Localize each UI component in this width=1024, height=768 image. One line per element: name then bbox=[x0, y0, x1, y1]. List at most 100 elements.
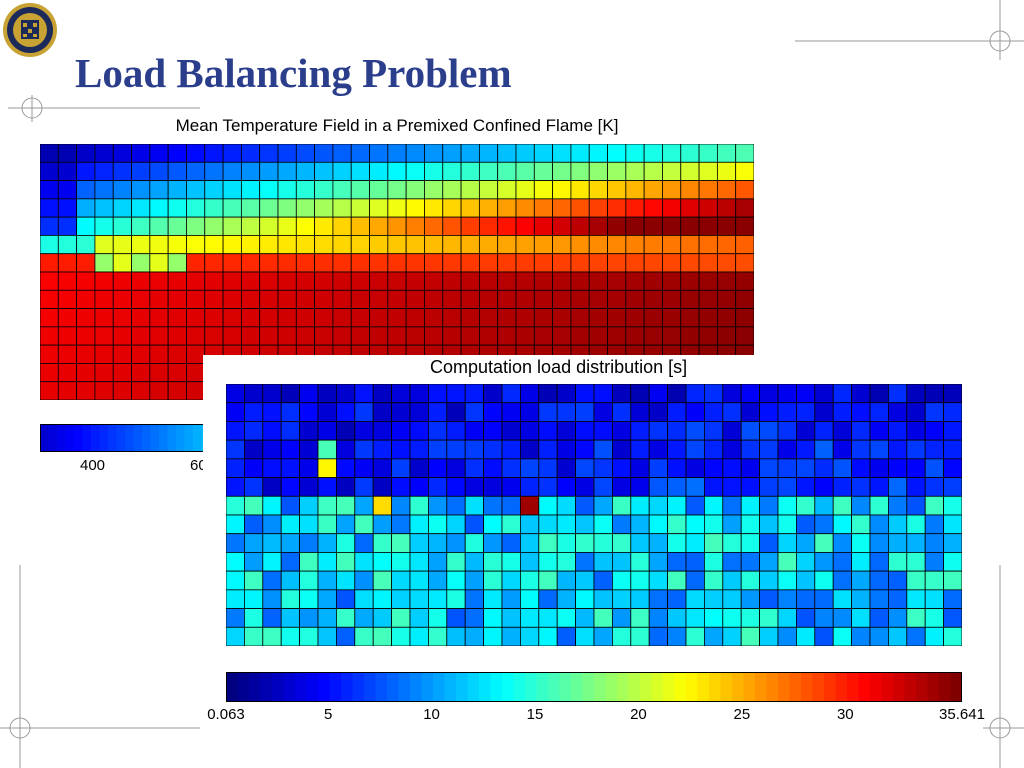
load-colorbar-segment bbox=[870, 672, 882, 702]
load-cell bbox=[611, 552, 632, 572]
load-cell bbox=[759, 402, 779, 422]
load-cell bbox=[722, 533, 742, 553]
temperature-cell bbox=[478, 235, 499, 255]
load-cell bbox=[796, 552, 816, 572]
load-cell bbox=[501, 439, 521, 460]
temperature-cell bbox=[350, 326, 370, 346]
temperature-cell bbox=[680, 216, 700, 236]
load-colorbar-segment bbox=[766, 672, 779, 702]
temperature-cell bbox=[332, 180, 352, 200]
temperature-cell bbox=[314, 180, 334, 200]
load-cell bbox=[759, 439, 779, 460]
load-cell bbox=[851, 421, 871, 441]
temperature-cell bbox=[369, 235, 389, 255]
temperature-cell bbox=[515, 271, 535, 291]
load-cell bbox=[740, 533, 761, 553]
temperature-cell bbox=[112, 180, 132, 200]
load-cell bbox=[427, 626, 448, 646]
load-cell bbox=[759, 458, 779, 478]
temperature-cell bbox=[40, 289, 59, 309]
load-cell bbox=[280, 458, 301, 478]
load-cell bbox=[501, 514, 521, 535]
temperature-cell bbox=[515, 161, 535, 181]
temperature-cell bbox=[94, 308, 114, 328]
temperature-cell bbox=[424, 198, 444, 218]
load-cell bbox=[759, 608, 779, 628]
load-cell bbox=[906, 402, 926, 422]
load-cell bbox=[226, 608, 245, 628]
load-cell bbox=[703, 533, 724, 553]
load-cell bbox=[943, 458, 962, 478]
load-cell bbox=[740, 570, 761, 591]
load-cell bbox=[814, 608, 834, 628]
temperature-cell bbox=[57, 271, 78, 291]
temperature-heatmap bbox=[40, 144, 754, 400]
load-cell bbox=[372, 402, 392, 422]
load-cell bbox=[832, 570, 853, 591]
temperature-cell bbox=[332, 144, 352, 163]
load-colorbar-segment bbox=[433, 672, 445, 702]
load-cell bbox=[409, 495, 429, 516]
temperature-cell bbox=[442, 326, 462, 346]
load-cell bbox=[299, 514, 319, 535]
load-colorbar-segment bbox=[536, 672, 549, 702]
temperature-cell bbox=[460, 235, 480, 255]
load-cell bbox=[464, 626, 484, 646]
load-cell bbox=[851, 402, 871, 422]
temperature-cell bbox=[405, 161, 425, 181]
temperature-cell bbox=[460, 180, 480, 200]
load-cell bbox=[667, 552, 687, 572]
temperature-cell bbox=[478, 144, 499, 163]
load-cell bbox=[409, 439, 429, 460]
temperature-cell bbox=[40, 253, 59, 273]
load-cell bbox=[593, 589, 613, 609]
load-cell bbox=[703, 384, 724, 404]
temperature-cell bbox=[94, 289, 114, 309]
temperature-cell bbox=[533, 253, 554, 273]
temperature-plot-title: Mean Temperature Field in a Premixed Con… bbox=[175, 116, 619, 135]
load-cell bbox=[299, 458, 319, 478]
temperature-cell bbox=[478, 326, 499, 346]
temperature-cell bbox=[625, 180, 645, 200]
load-cell bbox=[409, 533, 429, 553]
temperature-cell bbox=[186, 161, 206, 181]
load-cell bbox=[575, 570, 595, 591]
temperature-cell bbox=[716, 308, 737, 328]
load-cell bbox=[317, 458, 337, 478]
temperature-cell bbox=[40, 271, 59, 291]
load-cell bbox=[299, 589, 319, 609]
temperature-cell bbox=[643, 198, 663, 218]
temperature-cell bbox=[424, 308, 444, 328]
temperature-cell bbox=[680, 161, 700, 181]
temperature-cell bbox=[186, 308, 206, 328]
temperature-cell bbox=[552, 216, 572, 236]
load-cell bbox=[593, 495, 613, 516]
load-cell bbox=[924, 514, 945, 535]
temperature-cell bbox=[295, 326, 316, 346]
temperature-cell bbox=[533, 161, 554, 181]
load-cell bbox=[501, 477, 521, 497]
load-cell bbox=[869, 626, 889, 646]
temperature-cell bbox=[314, 198, 334, 218]
load-colorbar bbox=[226, 672, 962, 702]
load-cell bbox=[593, 421, 613, 441]
load-cell bbox=[814, 384, 834, 404]
temperature-cell bbox=[222, 198, 242, 218]
load-cell bbox=[630, 421, 650, 441]
load-cell bbox=[593, 402, 613, 422]
load-cell bbox=[924, 552, 945, 572]
load-cell bbox=[427, 439, 448, 460]
load-cell bbox=[667, 626, 687, 646]
load-cell bbox=[611, 533, 632, 553]
load-colorbar-segment bbox=[697, 672, 710, 702]
temperature-cell bbox=[167, 198, 187, 218]
temperature-cell bbox=[533, 271, 554, 291]
temperature-cell bbox=[259, 308, 279, 328]
temperature-cell bbox=[112, 198, 132, 218]
load-cell bbox=[299, 533, 319, 553]
temperature-cell bbox=[259, 235, 279, 255]
load-cell bbox=[648, 589, 669, 609]
load-cell bbox=[538, 608, 558, 628]
load-cell bbox=[667, 570, 687, 591]
temperature-cell bbox=[478, 180, 499, 200]
